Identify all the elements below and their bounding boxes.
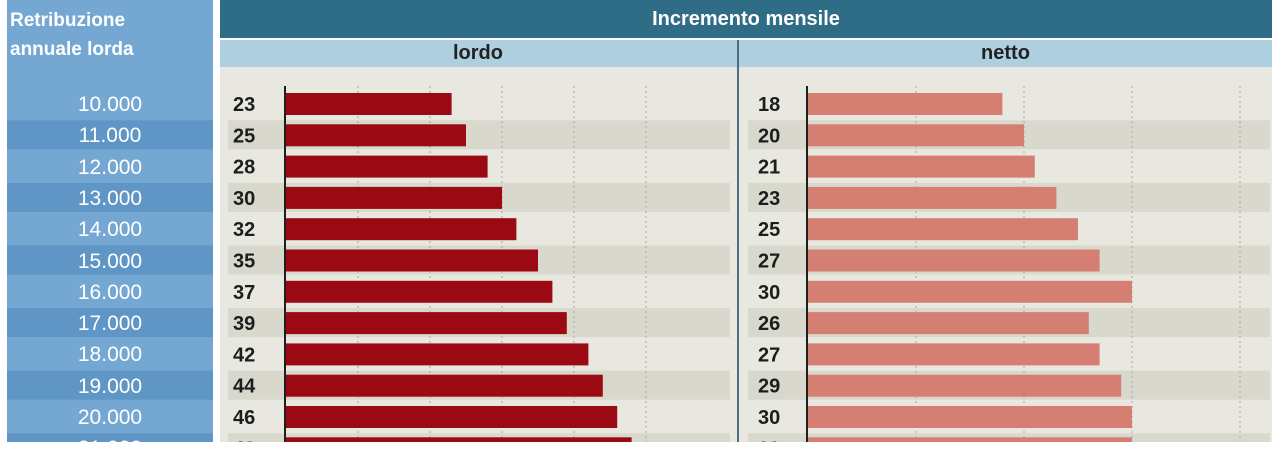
- value-label-netto: 25: [758, 219, 780, 241]
- bar-netto: [808, 406, 1132, 428]
- bar-netto: [808, 155, 1035, 178]
- bar-lordo: [286, 93, 452, 115]
- bar-lordo: [286, 312, 567, 335]
- row-stripe-salary: [7, 120, 213, 150]
- row-stripe-salary: [7, 370, 213, 400]
- row-stripe-salary: [7, 433, 213, 442]
- lordo-header: lordo: [453, 42, 503, 64]
- value-label-netto: 29: [758, 376, 780, 398]
- value-label-lordo: 39: [233, 313, 255, 335]
- value-label-netto: 30: [758, 438, 780, 442]
- value-label-netto: 30: [758, 407, 780, 429]
- bar-lordo: [286, 343, 589, 366]
- salary-category-label: 19.000: [77, 374, 143, 398]
- value-label-netto: 18: [758, 94, 780, 116]
- sub-header-bar: lordo netto: [220, 40, 1272, 67]
- bar-netto: [808, 93, 1003, 115]
- value-label-netto: 21: [758, 157, 780, 179]
- value-label-lordo: 30: [233, 188, 255, 210]
- salary-category-label: 12.000: [77, 155, 143, 179]
- salary-category-label: 13.000: [77, 186, 143, 210]
- bar-netto: [808, 218, 1078, 241]
- netto-header: netto: [981, 42, 1030, 64]
- bar-lordo: [286, 218, 517, 241]
- bar-netto: [808, 124, 1024, 147]
- bar-netto: [808, 437, 1132, 442]
- row-stripe-salary: [7, 245, 213, 275]
- salary-column-header: Retribuzione annuale lorda: [10, 6, 210, 64]
- value-label-lordo: 23: [233, 94, 255, 116]
- value-label-lordo: 28: [233, 157, 255, 179]
- bar-lordo: [286, 437, 632, 442]
- value-label-netto: 27: [758, 344, 780, 366]
- salary-category-label: 18.000: [77, 343, 143, 367]
- bar-lordo: [286, 155, 488, 178]
- salary-header-line2: annuale lorda: [10, 39, 134, 60]
- salary-category-label: 11.000: [78, 124, 142, 148]
- value-label-netto: 23: [758, 188, 780, 210]
- salary-category-label: 14.000: [77, 218, 143, 242]
- value-label-netto: 30: [758, 282, 780, 304]
- value-label-netto: 27: [758, 251, 780, 273]
- value-label-lordo: 48: [233, 438, 255, 442]
- value-label-netto: 26: [758, 313, 780, 335]
- bar-lordo: [286, 374, 603, 397]
- row-stripe-salary: [7, 308, 213, 338]
- bar-netto: [808, 280, 1132, 303]
- salary-category-label: 17.000: [77, 312, 143, 336]
- bar-lordo: [286, 249, 538, 272]
- bar-chart: 23 18 25 20 28 21 30 23 32 25 35 27 37 30 39 26 42 27 44 29…: [7, 86, 1270, 442]
- value-label-lordo: 25: [233, 125, 255, 147]
- bar-netto: [808, 374, 1122, 397]
- bar-lordo: [286, 186, 502, 209]
- value-label-netto: 20: [758, 125, 780, 147]
- salary-header-line1: Retribuzione: [10, 10, 126, 31]
- salary-category-label: 15.000: [77, 249, 143, 273]
- bar-lordo: [286, 406, 618, 428]
- value-label-lordo: 44: [233, 376, 256, 398]
- salary-category-label: 20.000: [77, 406, 143, 429]
- row-stripe-salary: [7, 182, 213, 212]
- bar-lordo: [286, 124, 466, 147]
- bar-netto: [808, 343, 1100, 366]
- bar-netto: [808, 312, 1089, 335]
- value-label-lordo: 46: [233, 407, 255, 429]
- salary-category-label: 21.000: [77, 437, 143, 461]
- salary-category-label: 16.000: [77, 280, 143, 304]
- value-label-lordo: 32: [233, 219, 255, 241]
- chart-title: Incremento mensile: [220, 0, 1272, 38]
- bar-lordo: [286, 280, 553, 303]
- salary-column: [7, 0, 213, 442]
- salary-category-label: 10.000: [77, 93, 143, 116]
- bar-netto: [808, 249, 1100, 272]
- bar-netto: [808, 186, 1057, 209]
- center-divider: [737, 40, 739, 442]
- value-label-lordo: 35: [233, 251, 255, 273]
- value-label-lordo: 42: [233, 344, 255, 366]
- value-label-lordo: 37: [233, 282, 255, 304]
